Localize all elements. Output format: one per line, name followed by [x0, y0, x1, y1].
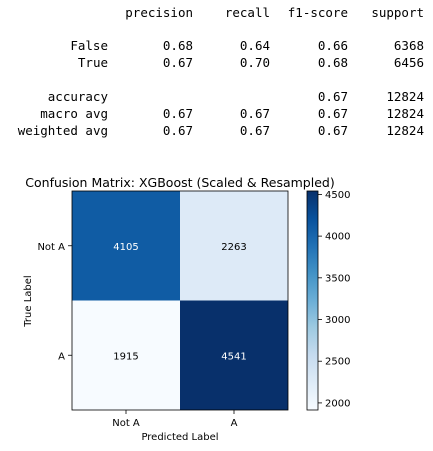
colorbar — [306, 190, 319, 411]
x-tick-label: Not A — [112, 418, 140, 429]
report-cell: support — [371, 5, 424, 20]
report-row: macro avg 0.67 0.67 0.67 12824 — [0, 106, 433, 123]
report-cell: 0.68 — [317, 55, 348, 70]
report-cell: 0.67 — [239, 123, 270, 138]
report-cell: 0.64 — [239, 38, 270, 53]
chart-title: Confusion Matrix: XGBoost (Scaled & Resa… — [25, 175, 334, 190]
report-cell: 12824 — [386, 123, 424, 138]
report-row: weighted avg 0.67 0.67 0.67 12824 — [0, 123, 433, 140]
colorbar-ticks: 2000 2500 3000 3500 4000 4500 — [318, 190, 350, 409]
report-row: True 0.67 0.70 0.68 6456 — [0, 55, 433, 72]
y-tick-label: Not A — [37, 242, 65, 253]
y-axis-label: True Label — [23, 275, 34, 327]
heatmap-cell — [72, 300, 180, 410]
report-cell: 12824 — [386, 106, 424, 121]
colorbar-tick-label: 3000 — [325, 315, 350, 326]
x-tick-label: A — [231, 418, 238, 429]
x-axis-label: Predicted Label — [141, 432, 218, 443]
report-cell: precision — [125, 5, 193, 20]
colorbar-tick-label: 3500 — [325, 273, 350, 284]
heatmap-cell — [180, 300, 288, 410]
report-row-label: False — [70, 38, 108, 53]
report-row-label: macro avg — [40, 106, 108, 121]
report-row: False 0.68 0.64 0.66 6368 — [0, 38, 433, 55]
y-tick-label: A — [58, 351, 65, 362]
report-cell: 0.67 — [162, 123, 193, 138]
y-axis-ticks: Not A A — [37, 242, 72, 362]
report-row-label: weighted avg — [17, 123, 108, 138]
heatmap-cells: 4105 2263 1915 4541 — [71, 190, 289, 411]
report-cell: 0.67 — [317, 89, 348, 104]
report-cell: 0.66 — [317, 38, 348, 53]
report-cell: 6456 — [393, 55, 424, 70]
heatmap-cell — [72, 191, 180, 301]
heatmap-cell-value: 2263 — [221, 242, 246, 253]
report-cell: 0.67 — [162, 106, 193, 121]
report-cell: 0.67 — [317, 106, 348, 121]
x-axis-ticks: Not A A — [112, 410, 238, 429]
report-cell: 12824 — [386, 89, 424, 104]
colorbar-tick-label: 2500 — [325, 357, 350, 368]
report-cell: 0.67 — [317, 123, 348, 138]
report-cell: 0.67 — [239, 106, 270, 121]
report-cell: 0.68 — [162, 38, 193, 53]
heatmap-cell-value: 4105 — [113, 242, 138, 253]
report-header-row: precision recall f1-score support — [0, 5, 433, 22]
colorbar-tick-label: 4500 — [325, 190, 350, 201]
report-cell: 6368 — [393, 38, 424, 53]
report-row-label: True — [77, 55, 108, 70]
plot-frame — [71, 190, 289, 411]
colorbar-tick-label: 4000 — [325, 232, 350, 243]
report-row: accuracy 0.67 12824 — [0, 89, 433, 106]
heatmap-cell — [180, 191, 288, 301]
report-cell: 0.67 — [162, 55, 193, 70]
report-cell: recall — [224, 5, 270, 20]
heatmap-cell-value: 1915 — [113, 351, 138, 362]
colorbar-tick-label: 2000 — [325, 398, 350, 409]
report-cell: 0.70 — [239, 55, 270, 70]
heatmap-cell-value: 4541 — [221, 351, 246, 362]
report-row-label: accuracy — [47, 89, 108, 104]
report-cell: f1-score — [287, 5, 348, 20]
